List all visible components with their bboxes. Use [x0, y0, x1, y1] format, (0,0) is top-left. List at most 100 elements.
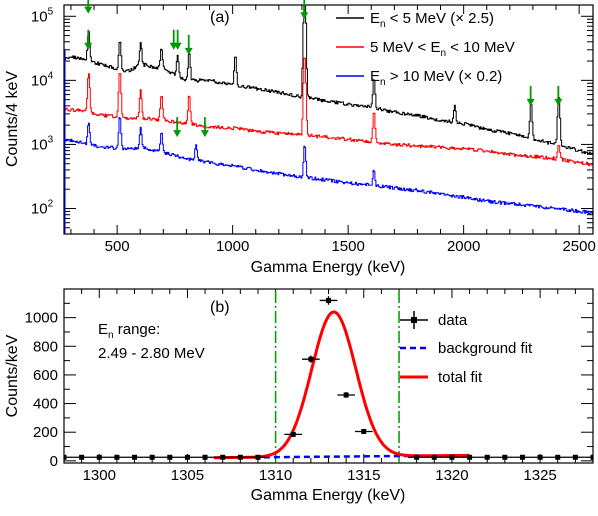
data-point — [108, 454, 126, 460]
data-point — [443, 454, 461, 460]
data-point — [513, 454, 532, 460]
x-tick-label-a: 1000 — [216, 238, 249, 255]
x-tick-label-b: 1325 — [523, 467, 556, 484]
data-point-marker — [96, 454, 102, 460]
data-point — [425, 454, 444, 460]
data-point-marker — [149, 454, 155, 460]
data-point — [496, 454, 514, 460]
panel-a-arrows — [84, 0, 563, 138]
panel-a-label: (a) — [210, 9, 230, 26]
x-tick-label-b: 1310 — [259, 467, 292, 484]
data-point — [566, 454, 585, 460]
y-tick-label-b: 200 — [33, 424, 58, 441]
x-tick-label-a: 2000 — [447, 238, 480, 255]
data-point-marker — [449, 454, 455, 460]
data-point-marker — [114, 454, 120, 460]
data-point — [319, 296, 338, 305]
panel-b-legend: data background fit total fit — [400, 311, 533, 386]
data-point-marker — [167, 454, 173, 460]
x-tick-label-b: 1305 — [171, 467, 204, 484]
y-tick-exponent-a: 2 — [48, 199, 54, 210]
data-point — [478, 454, 497, 460]
annotation-arrow — [84, 0, 93, 14]
data-point — [302, 355, 320, 363]
annotation-arrow-head — [84, 6, 93, 14]
annotation-arrow-head — [173, 42, 182, 50]
panel-b-ticks: 1300 1305 1310 1315 1320 1325 0 200 400 600 800 100… — [25, 289, 594, 484]
legend-text-mid: 5 MeV < En < 10 MeV — [370, 39, 515, 59]
data-point-marker — [572, 454, 578, 460]
annotation-arrow-head — [200, 130, 209, 138]
panel-b-annotation-range: 2.49 - 2.80 MeV — [98, 345, 205, 362]
y-tick-exponent-a: 4 — [48, 70, 54, 81]
y-tick-label-b: 800 — [33, 338, 58, 355]
y-tick-exponent-a: 3 — [48, 134, 54, 145]
data-point-marker — [255, 454, 261, 460]
legend-text-background: background fit — [438, 340, 533, 357]
legend-text-low: En < 5 MeV (× 2.5) — [370, 10, 494, 30]
data-point — [531, 454, 549, 460]
x-tick-label-a: 1500 — [331, 238, 364, 255]
data-point — [72, 454, 91, 460]
data-point-marker — [590, 454, 593, 460]
data-point-marker — [184, 454, 190, 460]
data-point-marker — [308, 356, 314, 362]
data-point-marker — [537, 454, 543, 460]
data-point — [337, 392, 355, 398]
data-point-marker — [467, 454, 473, 460]
panel-b: 1300 1305 1310 1315 1320 1325 0 200 400 600 800 100… — [4, 288, 594, 504]
data-point-marker — [132, 454, 138, 460]
y-tick-label-a: 102 — [31, 199, 54, 218]
data-point — [460, 454, 479, 460]
panel-a-ylabel: Counts/4 keV — [4, 71, 21, 167]
legend-text-data: data — [438, 312, 468, 329]
annotation-arrow — [184, 34, 193, 55]
y-tick-label-b: 600 — [33, 367, 58, 384]
panel-b-series — [64, 296, 593, 460]
legend-text-total: total fit — [438, 369, 483, 386]
data-point-marker — [79, 454, 85, 460]
data-point — [548, 454, 567, 460]
x-tick-label-a: 500 — [105, 238, 130, 255]
annotation-arrow — [84, 29, 93, 50]
y-tick-label-a: 103 — [31, 134, 54, 153]
annotation-arrow — [526, 85, 535, 106]
annotation-arrow — [200, 117, 209, 138]
y-tick-exponent-a: 5 — [48, 6, 54, 17]
panel-b-ylabel: Counts/keV — [4, 334, 21, 417]
x-tick-label-a: 2500 — [562, 238, 595, 255]
data-point — [354, 428, 373, 434]
panel-a-frame — [63, 4, 594, 235]
data-point-marker — [361, 428, 367, 434]
legend-text-high: En > 10 MeV (× 0.2) — [370, 68, 502, 88]
x-tick-label-b: 1320 — [435, 467, 468, 484]
annotation-arrow — [554, 85, 563, 106]
panel-b-window-lines — [274, 291, 400, 463]
data-point-marker — [414, 454, 420, 460]
data-point — [284, 431, 303, 437]
spectrum-low-energy — [64, 5, 593, 155]
data-point — [64, 454, 73, 460]
y-tick-label-a: 104 — [31, 70, 54, 89]
annotation-arrow-head — [300, 12, 309, 20]
annotation-arrow-head — [526, 98, 535, 106]
data-point-marker — [237, 454, 243, 460]
panel-b-annotation: En range: — [98, 321, 160, 341]
panel-b-xlabel: Gamma Energy (keV) — [251, 487, 406, 504]
data-point-marker — [343, 392, 349, 398]
spectrum-mid-energy — [64, 57, 593, 167]
x-tick-label-b: 1315 — [347, 467, 380, 484]
data-point-marker — [220, 454, 226, 460]
annotation-arrow-head — [173, 130, 182, 138]
total-fit-curve — [213, 310, 470, 460]
y-tick-label-b: 0 — [50, 453, 58, 470]
data-point — [249, 454, 267, 460]
x-tick-label-b: 1300 — [83, 467, 116, 484]
data-point-marker — [519, 454, 525, 460]
data-point — [160, 454, 179, 460]
panel-a-legend: En < 5 MeV (× 2.5) 5 MeV < En < 10 MeV E… — [336, 10, 515, 88]
annotation-arrow — [173, 29, 182, 50]
data-point — [407, 454, 426, 460]
annotation-arrow-head — [554, 98, 563, 106]
